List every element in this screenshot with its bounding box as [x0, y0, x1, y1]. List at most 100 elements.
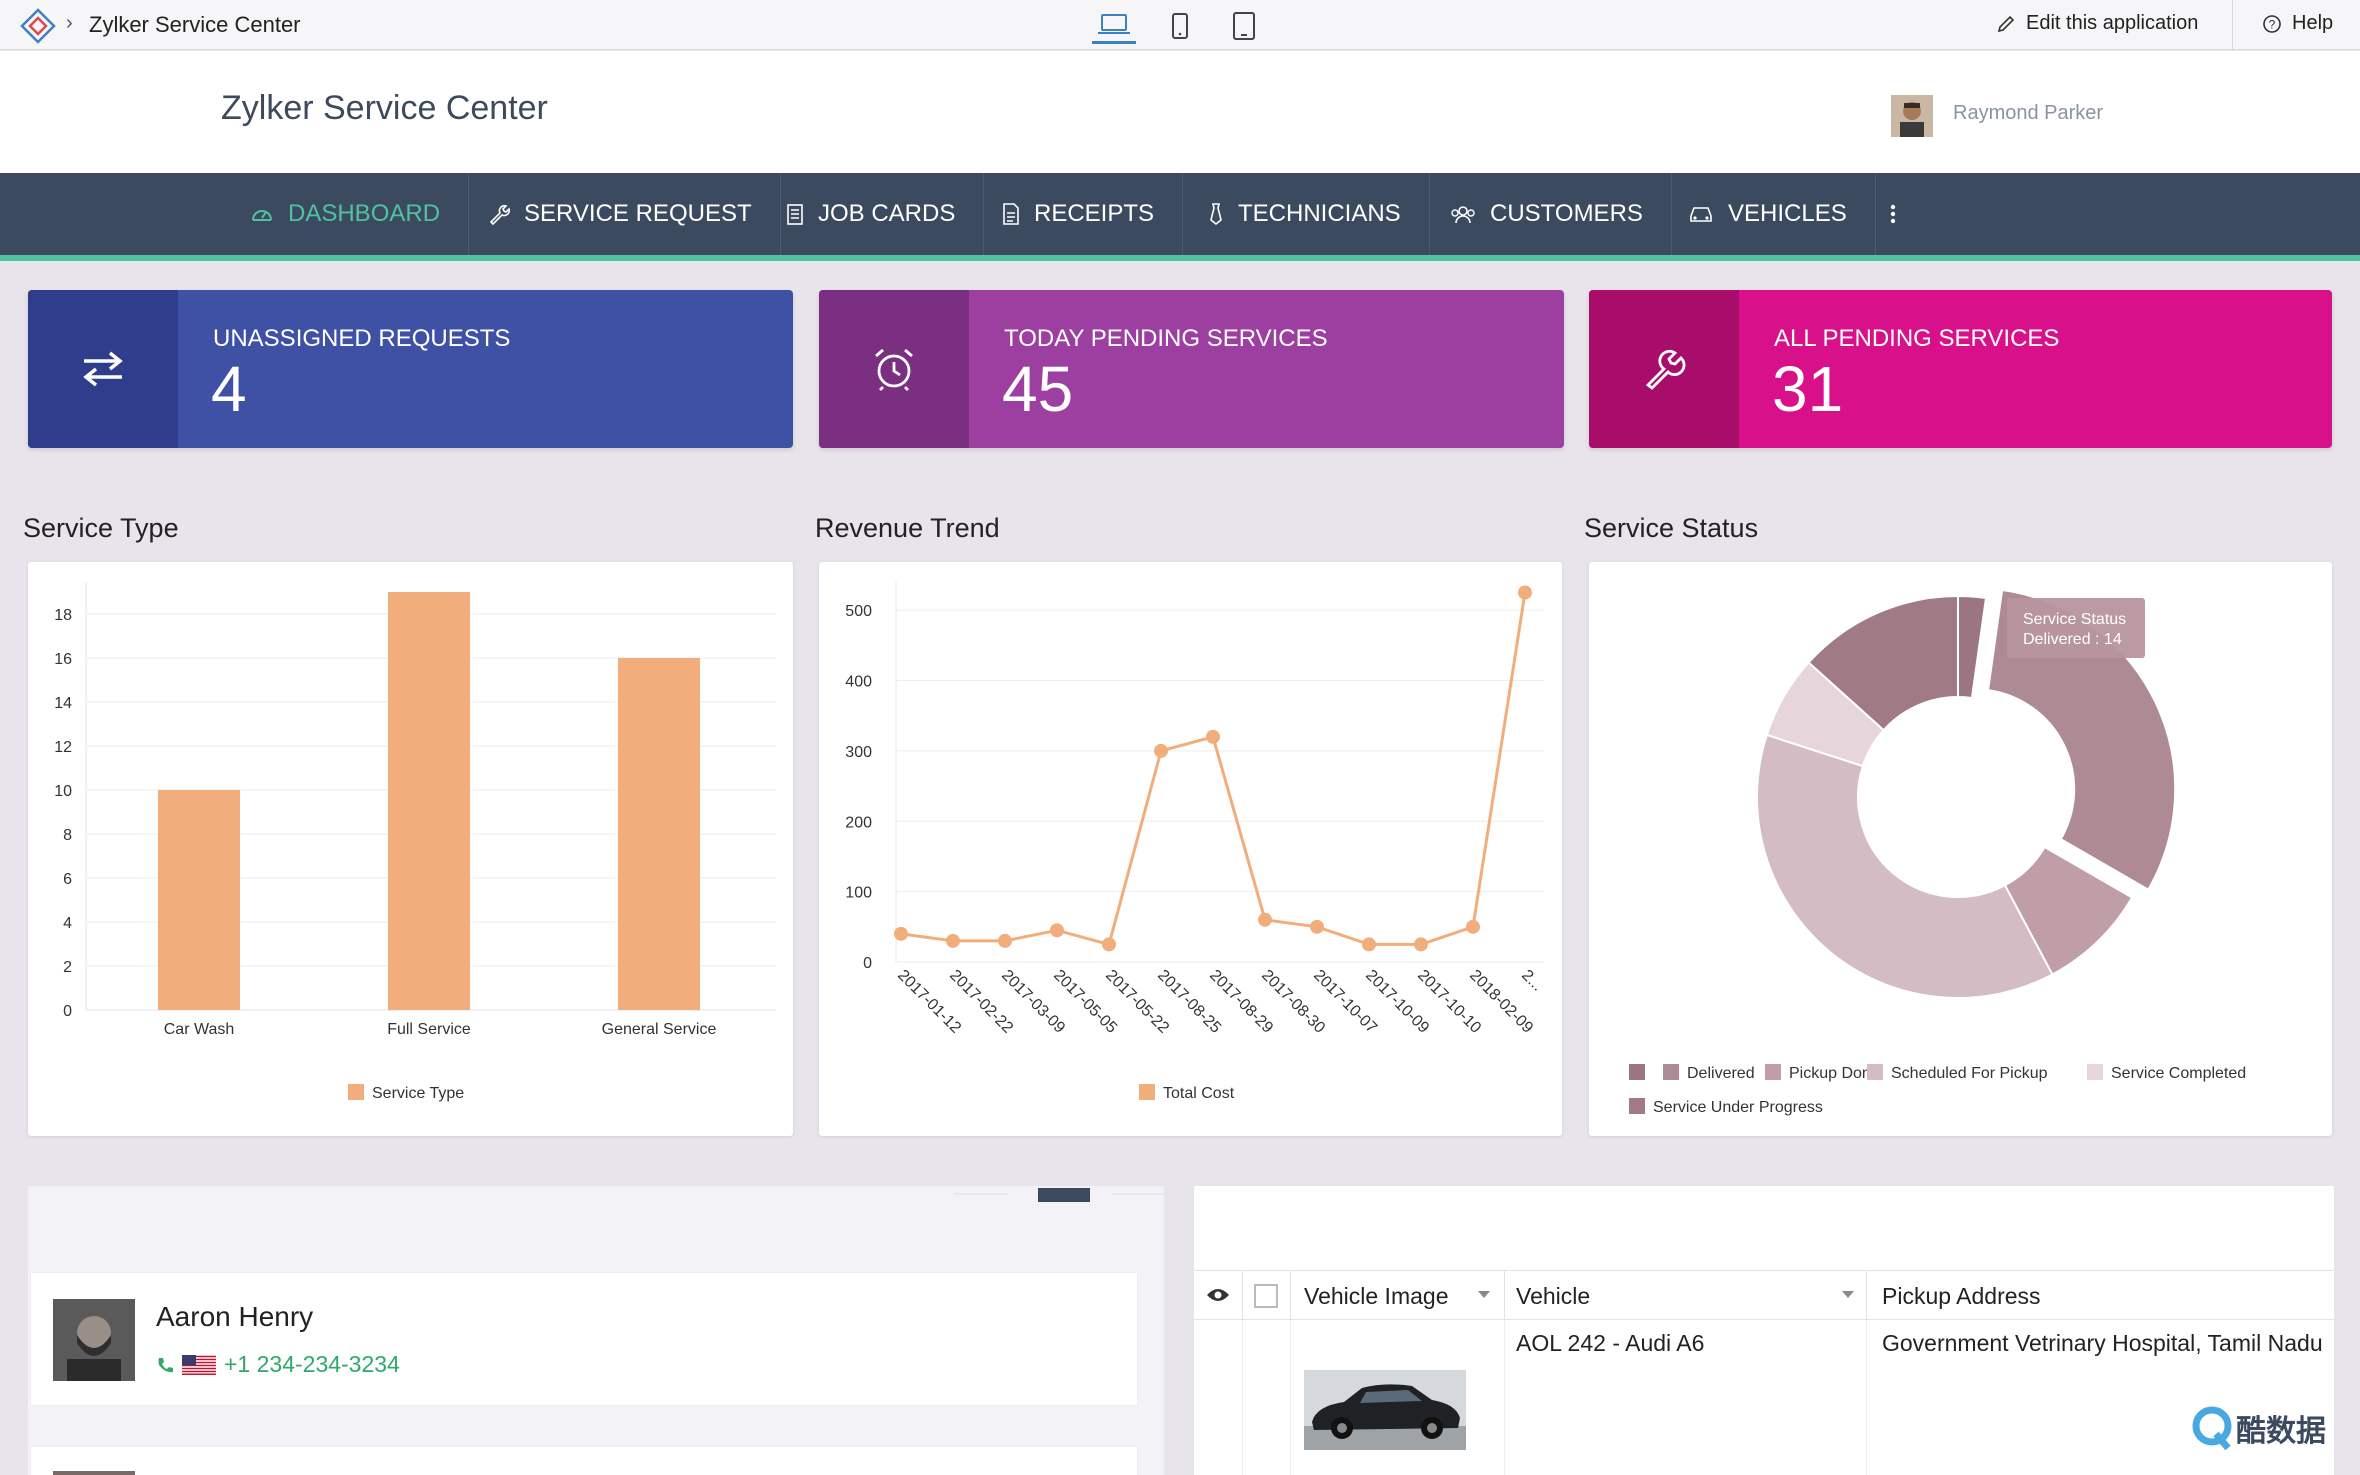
column-pickup-address[interactable]: Pickup Address [1882, 1283, 2041, 1309]
service-type-bar-chart: 0 2 4 6 8 10 12 14 16 18 Car Wash Full Service Gener… [54, 582, 776, 1102]
kpi-label: UNASSIGNED REQUESTS [213, 325, 511, 352]
y-tick-label: 12 [54, 739, 72, 756]
user-avatar[interactable] [1891, 95, 1933, 137]
legend-swatch [1867, 1064, 1883, 1080]
nav-more-button[interactable] [1862, 173, 1924, 255]
customer-phone-number: +1 234-234-3234 [224, 1351, 400, 1377]
clipboard-icon [787, 204, 803, 225]
y-tick-label: 400 [845, 674, 872, 691]
tooltip-title: Service Status [2023, 611, 2126, 628]
customer-phone-link[interactable]: +1 234-234-3234 [156, 1351, 400, 1378]
customer-photo [53, 1299, 135, 1381]
y-tick-label: 4 [63, 915, 72, 932]
data-point [1414, 937, 1428, 952]
pickup-address-cell: Government Vetrinary Hospital, Tamil Nad… [1882, 1330, 2323, 1356]
column-vehicle-image[interactable]: Vehicle Image [1304, 1283, 1449, 1309]
nav-service-request-label: SERVICE REQUEST [524, 200, 752, 227]
nav-dashboard[interactable]: DASHBOARD [222, 173, 470, 255]
data-point [1310, 919, 1324, 934]
nav-vehicles-label: VEHICLES [1728, 200, 1847, 227]
creator-logo-icon[interactable] [18, 6, 58, 46]
app-title: Zylker Service Center [221, 89, 548, 127]
data-point [1518, 585, 1532, 600]
mobile-icon [1172, 13, 1188, 39]
tablet-icon [1233, 12, 1255, 40]
legend-swatch [348, 1084, 364, 1100]
select-all-checkbox[interactable] [1254, 1284, 1278, 1308]
carousel-dot-active[interactable] [1038, 1188, 1090, 1202]
nav-job-cards-label: JOB CARDS [818, 200, 956, 227]
y-tick-label: 500 [845, 603, 872, 620]
column-divider [1242, 1271, 1243, 1321]
customer-card[interactable] [30, 1446, 1138, 1475]
y-tick-label: 100 [845, 885, 872, 902]
breadcrumb-separator: › [66, 12, 73, 34]
customer-card[interactable]: Aaron Henry +1 234-234-3234 [30, 1272, 1138, 1406]
app-header: Zylker Service Center Raymond Parker [0, 51, 2360, 173]
app-name-breadcrumb[interactable]: Zylker Service Center [89, 12, 301, 37]
y-tick-label: 10 [54, 783, 72, 800]
nav-receipts[interactable]: RECEIPTS [974, 173, 1184, 255]
kpi-label: TODAY PENDING SERVICES [1004, 325, 1328, 352]
nav-vehicles[interactable]: VEHICLES [1660, 173, 1876, 255]
kpi-all-pending-services[interactable]: ALL PENDING SERVICES 31 [1589, 290, 2332, 448]
dashboard-icon [252, 210, 272, 221]
watermark-text: 酷数据 [2236, 1414, 2326, 1449]
chevron-down-icon[interactable] [1842, 1291, 1854, 1299]
swap-arrows-icon [83, 351, 123, 387]
data-point [1362, 937, 1376, 952]
nav-job-cards[interactable]: JOB CARDS [758, 173, 985, 255]
data-point [894, 926, 908, 941]
service-status-title: Service Status [1584, 513, 1759, 543]
data-point [1102, 937, 1116, 952]
user-avatar-icon [1891, 95, 1933, 137]
bar [158, 790, 240, 1010]
tooltip-text: Delivered : 14 [2023, 631, 2122, 648]
help-label: Help [2292, 12, 2334, 34]
tablet-view-button[interactable] [1222, 8, 1266, 44]
mobile-view-button[interactable] [1158, 8, 1202, 44]
revenue-trend-panel: 0 100 200 300 400 500 2017-01-12 2017-02-22 2017… [819, 562, 1562, 1136]
nav-customers[interactable]: CUSTOMERS [1422, 173, 1672, 255]
x-tick-label: Car Wash [164, 1021, 235, 1038]
kpi-icon-box [819, 290, 969, 448]
vehicle-image[interactable] [1304, 1370, 1466, 1450]
laptop-view-button[interactable] [1092, 8, 1136, 44]
customer-photo-icon [53, 1299, 135, 1381]
data-point [1466, 919, 1480, 934]
bar [388, 592, 470, 1010]
edit-application-button[interactable]: Edit this application [1996, 12, 2198, 35]
service-type-panel: 0 2 4 6 8 10 12 14 16 18 Car Wash Full Service Gener… [28, 562, 793, 1136]
nav-technicians-label: TECHNICIANS [1238, 200, 1401, 227]
nav-technicians[interactable]: TECHNICIANS [1180, 173, 1430, 255]
y-tick-label: 300 [845, 744, 872, 761]
tie-icon [1210, 203, 1222, 226]
nav-dashboard-label: DASHBOARD [288, 200, 441, 227]
alarm-clock-icon [875, 348, 913, 391]
nav-service-request[interactable]: SERVICE REQUEST [460, 173, 781, 255]
us-flag-icon [182, 1354, 216, 1375]
wrench-icon [489, 204, 510, 225]
bar [618, 658, 700, 1010]
wrench-icon [1645, 349, 1686, 390]
column-divider [1866, 1271, 1867, 1321]
customer-photo [53, 1471, 135, 1475]
more-vertical-icon [1890, 204, 1896, 224]
kpi-today-pending-services[interactable]: TODAY PENDING SERVICES 45 [819, 290, 1564, 448]
eye-icon[interactable] [1206, 1287, 1230, 1303]
help-button[interactable]: ? Help [2262, 12, 2333, 35]
data-point [1258, 912, 1272, 927]
data-point [1154, 743, 1168, 758]
nav-receipts-label: RECEIPTS [1034, 200, 1155, 227]
kpi-icon-box [1589, 290, 1739, 448]
kpi-unassigned-requests[interactable]: UNASSIGNED REQUESTS 4 [28, 290, 793, 448]
service-status-donut-chart: Service Status Delivered : 14 Delivered Pic… [1629, 588, 2246, 1116]
revenue-trend-title: Revenue Trend [815, 513, 1000, 543]
data-point [998, 933, 1012, 948]
phone-icon [158, 1357, 173, 1372]
column-divider [1866, 1320, 1867, 1475]
column-vehicle[interactable]: Vehicle [1516, 1283, 1591, 1309]
watermark-logo-icon [2192, 1406, 2232, 1451]
chevron-down-icon[interactable] [1478, 1291, 1490, 1299]
user-name[interactable]: Raymond Parker [1953, 102, 2104, 124]
